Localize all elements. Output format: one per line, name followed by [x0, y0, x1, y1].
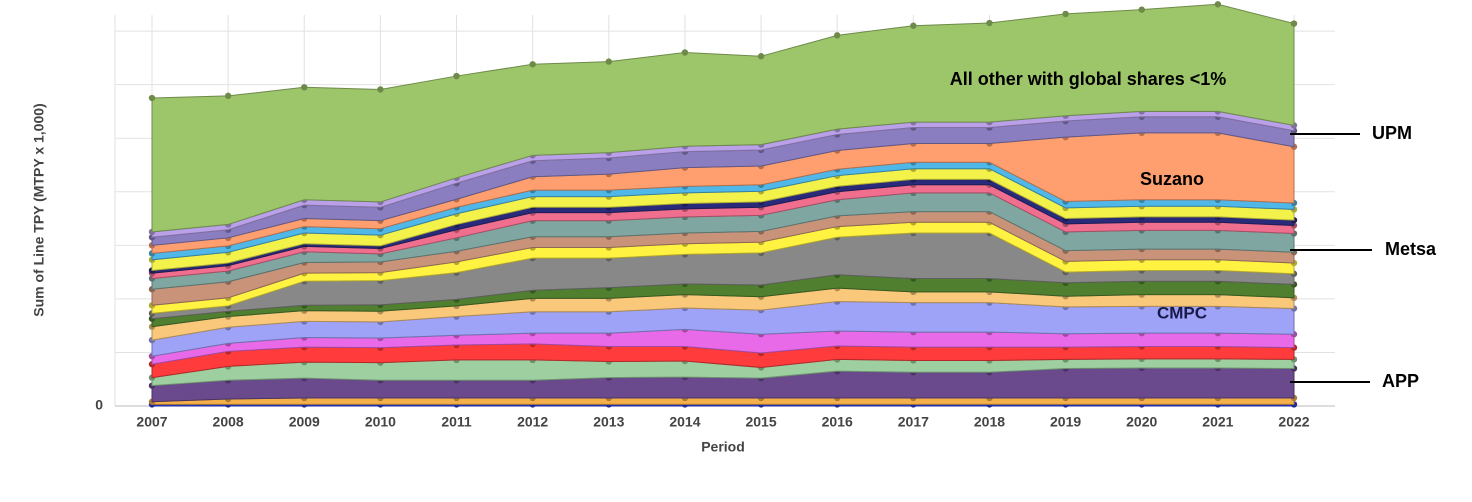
point — [529, 61, 536, 68]
annotation: All other with global shares <1% — [950, 69, 1227, 89]
x-tick-label: 2011 — [441, 414, 472, 430]
point — [1062, 10, 1069, 18]
x-tick-label: 2017 — [898, 414, 929, 430]
point — [1214, 1, 1222, 8]
point — [757, 53, 765, 60]
x-tick-label: 2013 — [593, 414, 624, 430]
annotation: Suzano — [1140, 169, 1204, 189]
x-tick-label: 2010 — [365, 414, 396, 430]
area — [151, 3, 1295, 233]
x-tick-label: 2021 — [1202, 414, 1233, 430]
point — [834, 32, 841, 39]
x-tick-label: 2018 — [974, 414, 1005, 430]
x-tick-label: 2015 — [745, 414, 776, 430]
annotation: Metsa — [1385, 239, 1437, 259]
point — [148, 94, 156, 102]
x-tick-label: 2019 — [1050, 414, 1081, 430]
x-tick-label: 2016 — [822, 414, 853, 430]
area — [151, 397, 1295, 405]
x-tick-label: 2022 — [1278, 414, 1309, 430]
point — [224, 92, 232, 100]
point — [301, 84, 308, 91]
point — [986, 19, 993, 27]
annotation: UPM — [1372, 123, 1412, 143]
x-tick-label: 2014 — [669, 414, 700, 430]
y-axis-title: Sum of Line TPY (MTPY x 1,000) — [31, 103, 47, 316]
point — [1138, 6, 1145, 13]
point — [377, 86, 384, 93]
x-tick-label: 2009 — [289, 414, 320, 430]
x-axis-title: Period — [701, 439, 745, 455]
x-tick-label: 2012 — [517, 414, 548, 430]
point — [681, 49, 689, 56]
point — [605, 58, 612, 65]
point — [1290, 20, 1298, 27]
point — [910, 22, 917, 29]
y-tick-label: 0 — [95, 397, 103, 413]
x-tick-label: 2007 — [136, 414, 167, 430]
annotation: CMPC — [1157, 303, 1207, 322]
x-tick-label: 2020 — [1126, 414, 1157, 430]
annotation: APP — [1382, 371, 1419, 391]
point — [453, 72, 460, 80]
x-tick-label: 2008 — [213, 414, 244, 430]
